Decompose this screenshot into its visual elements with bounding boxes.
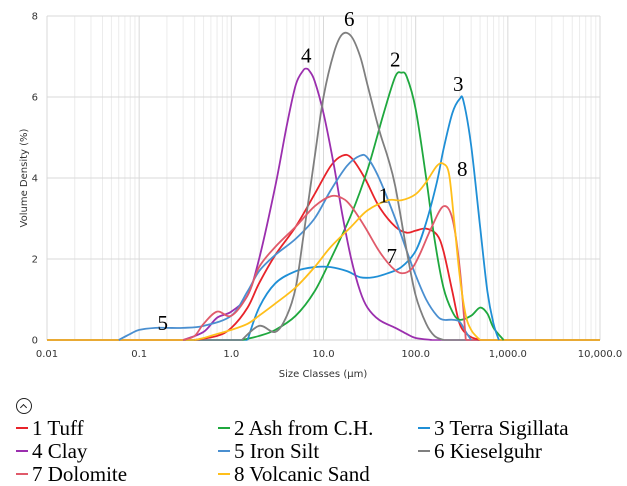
legend-item-8[interactable]: 8 Volcanic Sand [218, 463, 370, 485]
curve-label-4: 4 [301, 44, 312, 68]
legend-label: 5 Iron Silt [234, 439, 320, 463]
y-tick-label: 4 [32, 174, 38, 185]
curve-labels: 1 2 3 4 5 6 7 8 [157, 7, 467, 335]
legend-item-2[interactable]: 2 Ash from C.H. [218, 417, 373, 439]
legend-label: 8 Volcanic Sand [234, 462, 370, 486]
legend-item-4[interactable]: 4 Clay [16, 440, 87, 462]
series-line-6 [241, 31, 444, 341]
legend-swatch [418, 427, 430, 430]
collapse-legend-icon[interactable] [16, 398, 32, 414]
legend-swatch [218, 427, 230, 430]
curve-label-8: 8 [457, 157, 468, 181]
series-line-8 [194, 162, 481, 341]
legend-swatch [16, 450, 28, 453]
x-tick-label: 1,000.0 [489, 349, 527, 360]
curve-label-3: 3 [453, 72, 464, 96]
y-tick-label: 0 [32, 336, 38, 347]
series-group [47, 31, 600, 341]
grid [46, 15, 601, 341]
legend-swatch [218, 473, 230, 476]
legend-label: 3 Terra Sigillata [434, 416, 569, 440]
y-tick-label: 6 [32, 93, 38, 104]
x-axis-title: Size Classes (μm) [279, 369, 368, 380]
y-tick-label: 2 [32, 255, 38, 266]
legend-item-5[interactable]: 5 Iron Silt [218, 440, 319, 462]
y-tick-label: 8 [32, 12, 38, 23]
y-axis-title: Volume Density (%) [19, 128, 30, 227]
legend-item-6[interactable]: 6 Kieselguhr [418, 440, 542, 462]
legend-item-3[interactable]: 3 Terra Sigillata [418, 417, 569, 439]
legend-label: 1 Tuff [32, 416, 84, 440]
legend-item-1[interactable]: 1 Tuff [16, 417, 84, 439]
particle-size-chart: 0.01 0.1 1.0 10.0 100.0 1,000.0 10,000.002468 … [19, 7, 623, 380]
x-tick-label: 10,000.0 [578, 349, 623, 360]
legend-label: 2 Ash from C.H. [234, 416, 374, 440]
x-tick-label: 10.0 [312, 349, 334, 360]
series-line-2 [241, 71, 505, 341]
x-tick-label: 100.0 [401, 349, 430, 360]
legend-swatch [16, 473, 28, 476]
series-line-3 [246, 95, 500, 341]
curve-label-1: 1 [378, 183, 389, 207]
series-line-7 [182, 194, 467, 341]
legend-label: 7 Dolomite [32, 462, 128, 486]
legend-swatch [16, 427, 28, 430]
x-tick-label: 0.01 [36, 349, 58, 360]
curve-label-6: 6 [344, 7, 355, 31]
series-line-5 [118, 153, 472, 341]
curve-label-7: 7 [386, 244, 397, 268]
legend-label: 4 Clay [32, 439, 88, 463]
axes: 0.01 0.1 1.0 10.0 100.0 1,000.0 10,000.0 0 2 4 6 8 [32, 12, 623, 361]
x-tick-label: 1.0 [223, 349, 239, 360]
legend-item-7[interactable]: 7 Dolomite [16, 463, 127, 485]
curve-label-2: 2 [390, 48, 401, 72]
legend-swatch [418, 450, 430, 453]
legend: 1 Tuff 2 Ash from C.H. 3 Terra Sigillata… [14, 398, 624, 486]
curve-label-5: 5 [157, 311, 168, 335]
x-tick-label: 0.1 [131, 349, 147, 360]
legend-swatch [218, 450, 230, 453]
legend-label: 6 Kieselguhr [434, 439, 542, 463]
